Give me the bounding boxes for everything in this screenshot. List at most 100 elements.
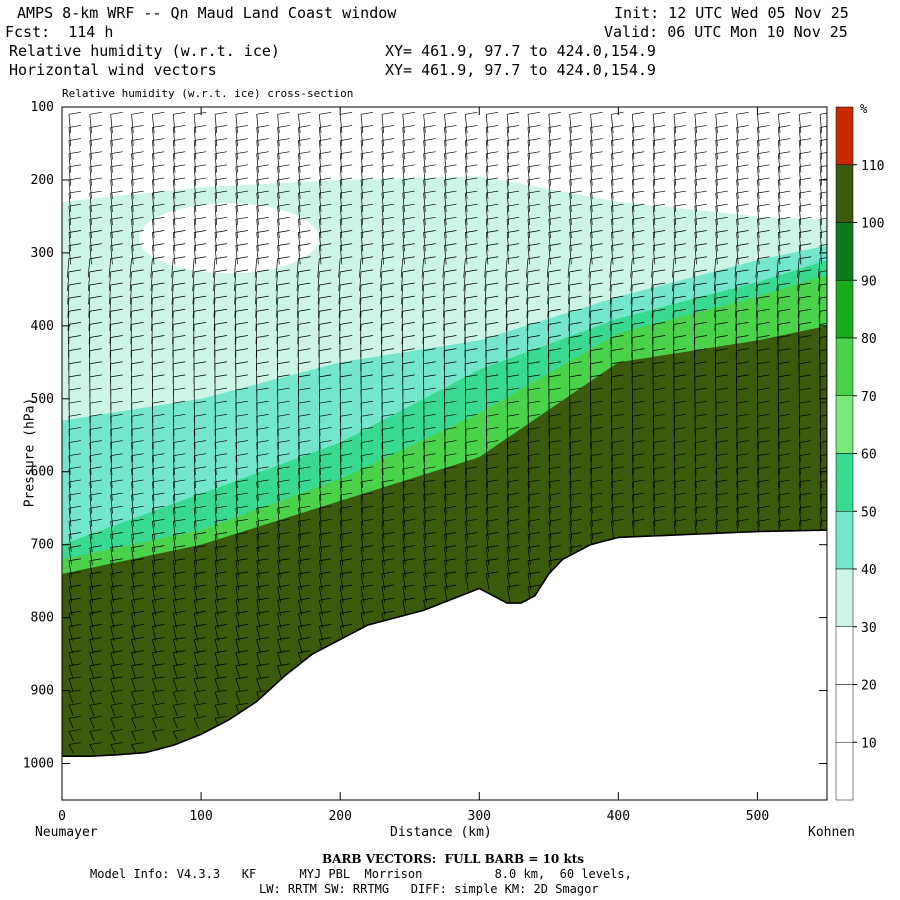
wind-barb-flag [319, 571, 332, 575]
wind-barb [798, 429, 801, 450]
wind-barb [611, 468, 614, 488]
wind-barb-flag [778, 387, 791, 391]
wind-barb [694, 416, 696, 437]
wind-barb-flag [173, 715, 186, 719]
wind-barb [547, 271, 550, 292]
wind-barb [547, 298, 550, 318]
wind-barb-flag [715, 518, 728, 522]
wind-barb-flag [110, 374, 123, 378]
wind-barb-flag [340, 518, 353, 522]
wind-barb-flag [298, 230, 311, 233]
wind-barb-flag [611, 125, 624, 128]
wind-barb-flag [819, 270, 827, 273]
wind-barb-flag [653, 203, 666, 207]
wind-barb-flag [569, 335, 582, 338]
wind-barb-flag [736, 256, 749, 260]
wind-barb [819, 232, 823, 252]
wind-barb [381, 219, 384, 239]
wind-barb [631, 166, 635, 186]
wind-barb-flag [131, 624, 144, 627]
wind-barb [339, 232, 343, 252]
wind-barb-flag [507, 387, 520, 391]
wind-barb-flag [569, 387, 582, 391]
wind-barb [193, 442, 196, 463]
wind-barb [819, 508, 823, 527]
wind-barb [339, 166, 343, 186]
wind-barb-flag [298, 282, 311, 286]
wind-barb-flag [256, 427, 269, 430]
wind-barb-flag [381, 216, 394, 220]
wind-barb [755, 258, 758, 278]
wind-barb [110, 429, 112, 450]
wind-barb-flag [548, 466, 561, 470]
wind-barb [651, 311, 654, 331]
wind-barb [652, 140, 656, 160]
wind-barb-flag [694, 466, 707, 470]
wind-barb [715, 245, 718, 265]
wind-barb-flag [173, 702, 186, 706]
wind-barb [444, 416, 446, 437]
wind-barb [548, 114, 551, 134]
wind-barb [110, 481, 113, 501]
wind-barb-flag [89, 164, 102, 168]
wind-barb-flag [110, 111, 123, 115]
wind-barb [526, 324, 529, 345]
wind-barb-flag [89, 125, 102, 128]
wind-barb [652, 455, 655, 476]
y-tick-label: 200 [31, 173, 54, 188]
wind-barb [736, 179, 739, 199]
wind-barb [298, 521, 301, 540]
wind-barb [214, 652, 220, 666]
wind-barb [444, 219, 447, 239]
wind-barb-flag [548, 269, 561, 273]
wind-barb-flag [194, 400, 207, 404]
wind-barb-flag [548, 230, 561, 233]
wind-barb-flag [319, 610, 332, 614]
wind-barb-flag [173, 676, 186, 680]
wind-barb [256, 219, 259, 239]
wind-barb [214, 573, 219, 591]
wind-barb-flag [611, 308, 624, 312]
wind-barb [797, 271, 800, 292]
wind-barb-flag [402, 322, 415, 325]
wind-barb-flag [632, 348, 645, 351]
wind-barb-flag [194, 545, 207, 548]
wind-barb-flag [277, 164, 290, 168]
wind-barb-flag [256, 610, 269, 614]
wind-barb-flag [340, 308, 353, 312]
wind-barb-flag [757, 295, 770, 299]
wind-barb-flag [277, 558, 290, 562]
wind-barb-flag [423, 466, 436, 470]
wind-barb-flag [277, 400, 290, 404]
wind-barb [673, 153, 677, 173]
wind-barb [172, 691, 178, 704]
wind-barb [298, 232, 301, 252]
wind-barb-flag [298, 624, 311, 627]
wind-barb-flag [715, 453, 728, 457]
wind-barb [339, 495, 343, 514]
wind-barb [339, 127, 343, 147]
wind-barb [360, 573, 365, 591]
wind-barb-flag [68, 702, 82, 706]
field-label-wind: Horizontal wind vectors [9, 61, 217, 79]
wind-barb [798, 114, 802, 134]
wind-barb-flag [611, 190, 624, 194]
wind-barb-flag [381, 348, 394, 351]
wind-barb-flag [653, 243, 666, 246]
wind-barb-flag [799, 453, 812, 457]
wind-barb-flag [235, 164, 248, 168]
wind-barb-flag [319, 216, 332, 220]
wind-barb [611, 245, 614, 265]
wind-barb [68, 744, 74, 754]
wind-barb-flag [507, 177, 520, 181]
wind-barb-flag [548, 322, 561, 325]
wind-barb [590, 245, 593, 265]
wind-barb-flag [131, 400, 144, 404]
wind-barb-flag [89, 348, 102, 351]
wind-barb-flag [486, 558, 499, 562]
wind-barb [68, 153, 72, 173]
wind-barb-flag [152, 177, 165, 181]
wind-barb-flag [402, 413, 415, 417]
wind-barb [360, 245, 364, 265]
wind-barb [651, 284, 654, 305]
